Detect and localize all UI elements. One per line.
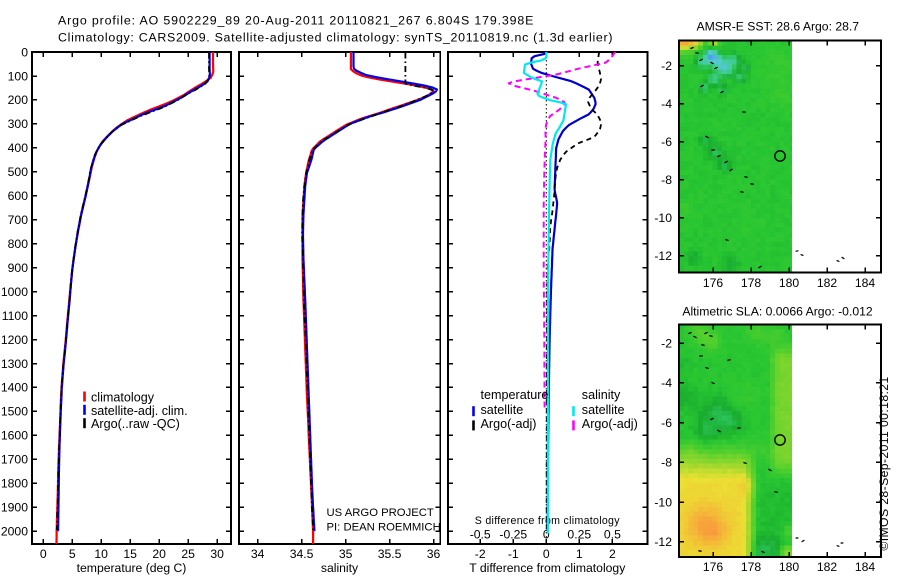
svg-text:Argo profile: AO 5902229_89 20: Argo profile: AO 5902229_89 20-Aug-2011 … <box>58 14 534 28</box>
svg-text:-4: -4 <box>661 97 672 111</box>
svg-text:176: 176 <box>703 276 724 290</box>
svg-text:Climatology: CARS2009. Satelli: Climatology: CARS2009. Satellite-adjuste… <box>58 31 613 45</box>
svg-text:-2: -2 <box>661 337 672 351</box>
svg-text:Argo(..raw -QC): Argo(..raw -QC) <box>91 417 180 431</box>
svg-text:satellite: satellite <box>582 403 625 417</box>
svg-text:-6: -6 <box>661 135 672 149</box>
svg-text:-4: -4 <box>661 376 672 390</box>
svg-text:1600: 1600 <box>1 429 28 443</box>
svg-text:-12: -12 <box>654 249 672 263</box>
svg-text:184: 184 <box>855 276 876 290</box>
svg-text:salinity: salinity <box>582 388 621 402</box>
svg-text:1300: 1300 <box>1 357 28 371</box>
svg-text:-2: -2 <box>475 547 486 561</box>
svg-text:800: 800 <box>8 237 29 251</box>
svg-text:©IMOS 28-Sep-2011 00:18:21: ©IMOS 28-Sep-2011 00:18:21 <box>877 376 891 550</box>
svg-text:10: 10 <box>94 547 108 561</box>
svg-text:-10: -10 <box>654 495 672 509</box>
svg-text:34.5: 34.5 <box>290 547 314 561</box>
svg-text:1500: 1500 <box>1 405 28 419</box>
svg-text:1200: 1200 <box>1 333 28 347</box>
svg-text:PI: DEAN ROEMMICH: PI: DEAN ROEMMICH <box>327 521 441 533</box>
svg-text:1: 1 <box>576 547 583 561</box>
svg-text:-8: -8 <box>661 456 672 470</box>
svg-text:300: 300 <box>8 117 29 131</box>
svg-text:Argo(-adj): Argo(-adj) <box>582 417 638 431</box>
svg-text:20: 20 <box>152 547 166 561</box>
svg-text:1400: 1400 <box>1 381 28 395</box>
svg-text:184: 184 <box>855 560 876 574</box>
svg-text:182: 182 <box>817 276 838 290</box>
svg-text:-0.5: -0.5 <box>470 528 491 542</box>
svg-text:1700: 1700 <box>1 453 28 467</box>
svg-text:-12: -12 <box>654 535 672 549</box>
svg-text:US ARGO PROJECT: US ARGO PROJECT <box>327 507 434 519</box>
svg-text:satellite-adj. clim.: satellite-adj. clim. <box>91 404 188 418</box>
svg-text:500: 500 <box>8 165 29 179</box>
svg-text:AMSR-E SST: 28.6 Argo: 28.7: AMSR-E SST: 28.6 Argo: 28.7 <box>697 20 860 34</box>
svg-text:182: 182 <box>817 560 838 574</box>
svg-text:35: 35 <box>339 547 353 561</box>
svg-text:34: 34 <box>251 547 265 561</box>
svg-text:-6: -6 <box>661 416 672 430</box>
svg-text:178: 178 <box>741 276 762 290</box>
svg-text:-8: -8 <box>661 173 672 187</box>
svg-text:0: 0 <box>543 547 550 561</box>
svg-text:30: 30 <box>210 547 224 561</box>
svg-text:salinity: salinity <box>321 561 359 575</box>
svg-text:180: 180 <box>779 560 800 574</box>
svg-text:36: 36 <box>427 547 441 561</box>
svg-text:176: 176 <box>703 560 724 574</box>
svg-text:temperature: temperature <box>481 388 549 402</box>
svg-text:1800: 1800 <box>1 477 28 491</box>
svg-text:0: 0 <box>40 547 47 561</box>
svg-text:178: 178 <box>741 560 762 574</box>
svg-text:-0.25: -0.25 <box>499 528 527 542</box>
svg-text:climatology: climatology <box>91 391 155 405</box>
svg-text:900: 900 <box>8 261 29 275</box>
svg-text:0.25: 0.25 <box>567 528 591 542</box>
svg-text:Argo(-adj): Argo(-adj) <box>481 417 537 431</box>
svg-text:1100: 1100 <box>2 309 28 323</box>
svg-text:600: 600 <box>8 189 29 203</box>
svg-text:0.5: 0.5 <box>604 528 621 542</box>
svg-text:temperature (deg C): temperature (deg C) <box>77 561 187 575</box>
svg-text:satellite: satellite <box>481 403 524 417</box>
svg-text:-10: -10 <box>654 211 672 225</box>
svg-text:400: 400 <box>8 141 29 155</box>
svg-text:25: 25 <box>181 547 195 561</box>
svg-text:35.5: 35.5 <box>378 547 402 561</box>
svg-text:-1: -1 <box>508 547 519 561</box>
svg-text:1000: 1000 <box>1 285 28 299</box>
svg-text:T difference from climatology: T difference from climatology <box>469 561 626 575</box>
svg-text:1900: 1900 <box>1 501 28 515</box>
svg-text:-2: -2 <box>661 59 672 73</box>
svg-text:2: 2 <box>609 547 616 561</box>
svg-text:0: 0 <box>543 528 550 542</box>
svg-text:700: 700 <box>8 213 29 227</box>
svg-text:Altimetric SLA: 0.0066 Argo: -: Altimetric SLA: 0.0066 Argo: -0.012 <box>682 305 873 319</box>
svg-text:15: 15 <box>123 547 137 561</box>
svg-text:0: 0 <box>21 45 28 59</box>
svg-text:5: 5 <box>69 547 76 561</box>
svg-text:100: 100 <box>8 69 29 83</box>
svg-text:2000: 2000 <box>1 525 28 539</box>
svg-text:180: 180 <box>779 276 800 290</box>
svg-text:200: 200 <box>8 93 29 107</box>
